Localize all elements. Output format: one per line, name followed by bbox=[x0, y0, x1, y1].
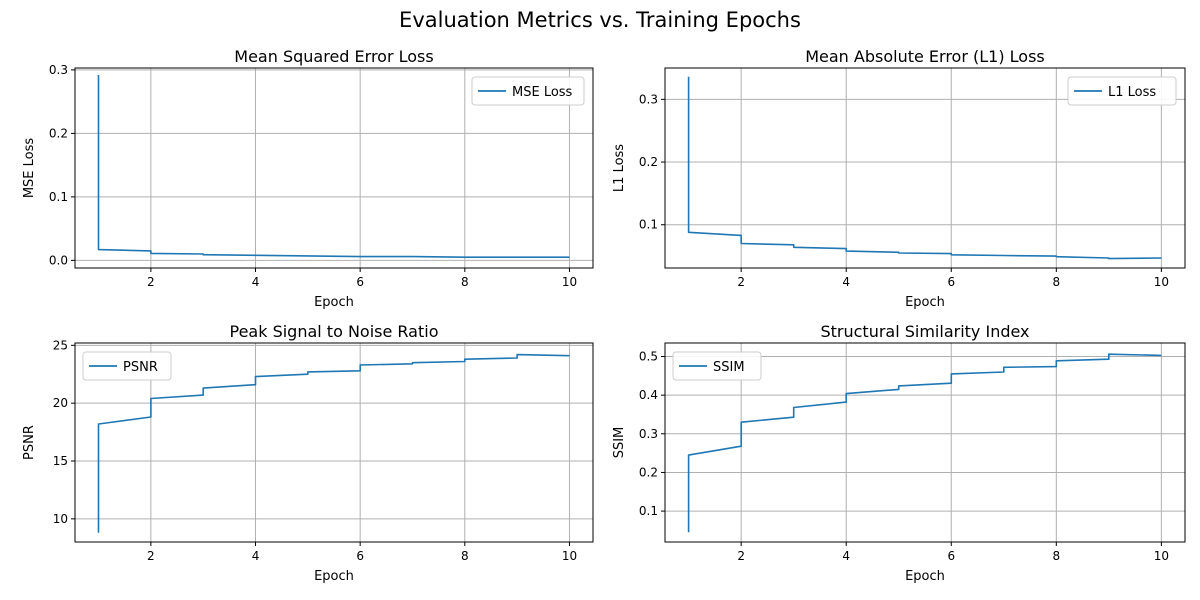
x-tick-label: 6 bbox=[356, 549, 364, 563]
legend-label: MSE Loss bbox=[512, 85, 573, 100]
series-line bbox=[687, 76, 1162, 260]
mse-loss-chart: Mean Squared Error Loss 2 4 6 8 10 0.0 0.1 0.2 0.… bbox=[22, 47, 594, 310]
y-tick-label: 15 bbox=[53, 454, 68, 468]
series-line bbox=[97, 353, 570, 533]
y-tick-label: 0.1 bbox=[639, 218, 658, 232]
psnr-chart: Peak Signal to Noise Ratio 2 4 6 8 10 10 15 20 25… bbox=[22, 322, 594, 584]
x-tick-label: 4 bbox=[252, 275, 260, 289]
y-tick-label: 10 bbox=[53, 512, 68, 526]
chart-title: Mean Absolute Error (L1) Loss bbox=[805, 47, 1045, 66]
y-tick-label: 0.3 bbox=[639, 92, 658, 106]
y-tick-label: 0.1 bbox=[639, 504, 658, 518]
y-tick-label: 0.2 bbox=[49, 126, 68, 140]
y-axis-label: PSNR bbox=[22, 425, 37, 460]
x-axis-label: Epoch bbox=[905, 569, 945, 584]
x-tick-label: 8 bbox=[1052, 275, 1060, 289]
x-tick-label: 10 bbox=[1154, 549, 1169, 563]
x-axis-label: Epoch bbox=[314, 295, 354, 310]
figure-title: Evaluation Metrics vs. Training Epochs bbox=[399, 8, 801, 32]
legend: SSIM bbox=[672, 351, 762, 381]
legend-box bbox=[471, 76, 585, 106]
series-line bbox=[97, 75, 570, 259]
y-tick-label: 0.3 bbox=[49, 63, 68, 77]
plot-frame bbox=[664, 342, 1186, 543]
x-tick-label: 6 bbox=[947, 549, 955, 563]
x-tick-label: 4 bbox=[252, 549, 260, 563]
x-tick-label: 8 bbox=[461, 549, 469, 563]
legend-box bbox=[672, 351, 762, 381]
legend: MSE Loss bbox=[471, 76, 585, 106]
y-tick-label: 25 bbox=[53, 338, 68, 352]
x-tick-label: 4 bbox=[842, 275, 850, 289]
x-tick-label: 4 bbox=[842, 549, 850, 563]
x-tick-label: 10 bbox=[562, 275, 577, 289]
x-tick-label: 8 bbox=[461, 275, 469, 289]
legend-box bbox=[82, 351, 172, 381]
plot-frame bbox=[74, 342, 594, 543]
x-tick-label: 8 bbox=[1052, 549, 1060, 563]
legend-label: SSIM bbox=[713, 360, 745, 375]
x-tick-label: 2 bbox=[737, 549, 745, 563]
x-tick-label: 2 bbox=[147, 275, 155, 289]
ssim-chart: Structural Similarity Index 2 4 6 8 10 0.1 0.2 0… bbox=[612, 322, 1186, 584]
y-axis-label: MSE Loss bbox=[22, 138, 37, 199]
legend: L1 Loss bbox=[1067, 76, 1177, 106]
x-axis-label: Epoch bbox=[905, 295, 945, 310]
y-axis-label: L1 Loss bbox=[612, 144, 627, 192]
legend-label: L1 Loss bbox=[1108, 85, 1156, 100]
y-tick-label: 0.2 bbox=[639, 465, 658, 479]
chart-title: Peak Signal to Noise Ratio bbox=[229, 322, 438, 341]
y-tick-label: 0.2 bbox=[639, 155, 658, 169]
y-tick-label: 0.5 bbox=[639, 350, 658, 364]
series-line bbox=[687, 353, 1162, 533]
chart-title: Structural Similarity Index bbox=[820, 322, 1029, 341]
legend-box bbox=[1067, 76, 1177, 106]
x-tick-label: 2 bbox=[147, 549, 155, 563]
x-tick-label: 6 bbox=[356, 275, 364, 289]
y-axis-label: SSIM bbox=[612, 427, 627, 459]
x-axis-label: Epoch bbox=[314, 569, 354, 584]
y-tick-label: 0.1 bbox=[49, 190, 68, 204]
y-tick-label: 20 bbox=[53, 396, 68, 410]
legend-label: PSNR bbox=[123, 360, 158, 375]
chart-title: Mean Squared Error Loss bbox=[234, 47, 433, 66]
x-tick-label: 2 bbox=[737, 275, 745, 289]
x-tick-label: 10 bbox=[1154, 275, 1169, 289]
x-tick-label: 10 bbox=[562, 549, 577, 563]
x-tick-label: 6 bbox=[947, 275, 955, 289]
plot-frame bbox=[664, 67, 1186, 269]
y-tick-label: 0.0 bbox=[49, 253, 68, 267]
plot-frame bbox=[74, 67, 594, 269]
legend: PSNR bbox=[82, 351, 172, 381]
y-tick-label: 0.4 bbox=[639, 388, 658, 402]
y-tick-label: 0.3 bbox=[639, 427, 658, 441]
l1-loss-chart: Mean Absolute Error (L1) Loss 2 4 6 8 10 0.1 0.… bbox=[612, 47, 1186, 310]
